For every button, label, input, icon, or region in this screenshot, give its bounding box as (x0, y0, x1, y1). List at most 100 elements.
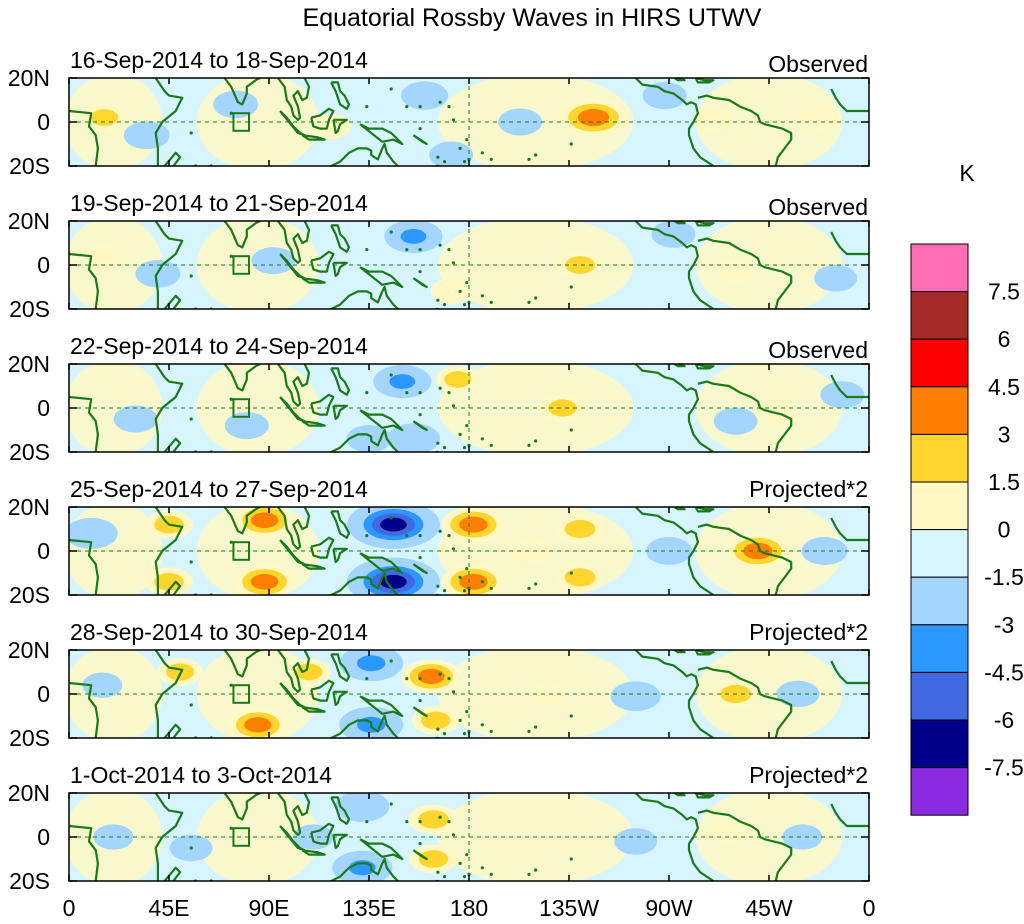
coastline (697, 94, 793, 166)
coastline (694, 650, 715, 656)
island (418, 270, 422, 274)
colorbar-tick-label: -1.5 (984, 564, 1024, 590)
colorbar-swatch (910, 576, 969, 626)
coastline (332, 547, 348, 564)
coastline (154, 793, 184, 881)
anomaly-contour (659, 225, 687, 243)
y-tick-label-0: 0 (37, 395, 50, 421)
island (442, 875, 447, 879)
island (389, 516, 393, 520)
anomaly-contour (822, 270, 849, 287)
y-tick-label-20n: 20N (8, 208, 50, 234)
island (436, 584, 440, 588)
island (418, 842, 422, 846)
coastline (310, 107, 335, 130)
y-tick-label-0: 0 (37, 681, 50, 707)
coastline (697, 237, 793, 309)
island (418, 248, 422, 252)
island (436, 298, 440, 302)
coastline (697, 380, 793, 452)
island (438, 100, 442, 104)
island (451, 118, 456, 122)
colorbar-swatch (910, 481, 969, 531)
island (569, 857, 573, 861)
island (451, 690, 456, 694)
colorbar-swatch (910, 624, 969, 673)
anomaly-contour (295, 663, 323, 681)
coastline (694, 364, 715, 370)
anomaly-contour (622, 833, 649, 850)
anomaly-contour (564, 568, 596, 587)
anomaly-contour (444, 371, 472, 388)
anomaly-contour (528, 682, 565, 706)
island (534, 582, 538, 586)
y-tick-label-20n: 20N (8, 494, 50, 520)
anomaly-contour (430, 278, 472, 305)
coastline (359, 552, 404, 575)
panel-period-label: 16-Sep-2014 to 18-Sep-2014 (70, 47, 368, 73)
coastline (332, 118, 348, 135)
island (229, 254, 233, 258)
island (405, 248, 409, 252)
coastline (163, 294, 182, 309)
colorbar-swatch (910, 767, 969, 816)
coastline (154, 221, 184, 309)
panel-period-label: 22-Sep-2014 to 24-Sep-2014 (70, 333, 368, 359)
anomaly-contour (93, 824, 134, 850)
coastline (163, 437, 182, 452)
island (447, 105, 451, 109)
island (436, 441, 440, 445)
coastline (412, 277, 428, 289)
panel-map (69, 650, 869, 738)
island (465, 281, 469, 285)
island (451, 547, 456, 551)
island (569, 428, 573, 432)
island (465, 853, 469, 857)
coastline (195, 364, 261, 392)
island (447, 391, 451, 395)
island (462, 589, 467, 593)
coastline (301, 420, 326, 427)
island (438, 386, 442, 390)
anomaly-contour (828, 386, 856, 404)
island (489, 443, 493, 447)
island (569, 714, 573, 718)
island (365, 105, 369, 109)
island (189, 417, 193, 421)
coastline (320, 285, 399, 309)
anomaly-contour (418, 810, 449, 829)
island (442, 303, 447, 307)
island (447, 677, 451, 681)
colorbar-tick-label: 3 (998, 421, 1011, 447)
x-tick-label: 135E (342, 895, 396, 921)
anomaly-contour (357, 655, 386, 672)
coastline (163, 151, 182, 166)
island (418, 413, 422, 417)
y-tick-label-20n: 20N (8, 637, 50, 663)
coastline (412, 849, 428, 861)
coastline (830, 231, 869, 256)
panel-kind-label: Observed (768, 51, 868, 77)
panel-3: 22-Sep-2014 to 24-Sep-2014 Observed 20N … (8, 333, 870, 465)
coastline (634, 78, 715, 166)
anomaly-contour (345, 796, 379, 816)
island (389, 802, 393, 806)
y-tick-label-20s: 20S (9, 153, 50, 179)
y-tick-label-0: 0 (37, 109, 50, 135)
coastline (320, 857, 399, 881)
island (229, 683, 233, 687)
anomaly-contour (459, 573, 488, 590)
island (405, 677, 409, 681)
coastline (830, 374, 869, 399)
island (365, 248, 369, 252)
island (436, 870, 440, 874)
anomaly-contour (715, 258, 756, 285)
island (527, 586, 531, 591)
island (229, 826, 233, 830)
anomaly-contour (548, 399, 577, 417)
colorbar-swatch (910, 243, 969, 293)
coastline (301, 849, 326, 856)
panel-map (69, 793, 869, 881)
coastline (330, 81, 351, 110)
anomaly-contour (651, 87, 679, 104)
